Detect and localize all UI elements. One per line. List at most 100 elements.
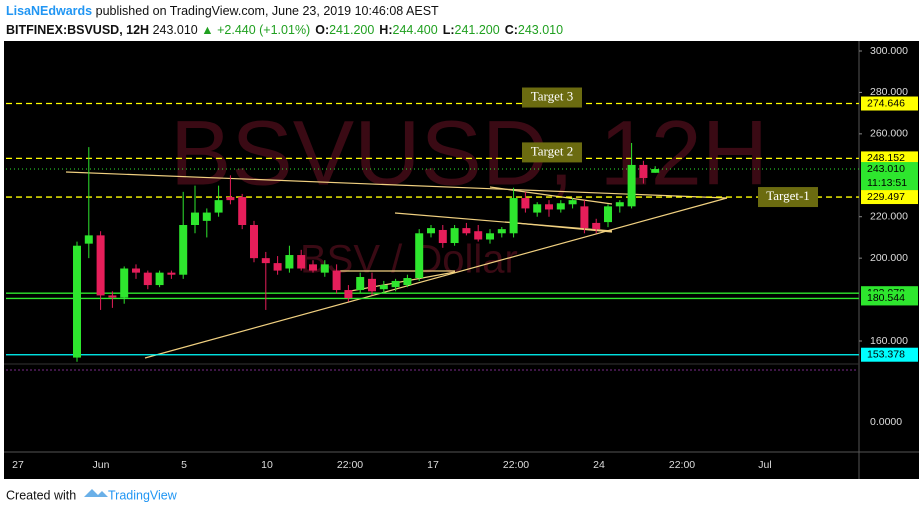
level-label-bg bbox=[861, 151, 918, 166]
level-label: 248.152 bbox=[867, 152, 905, 164]
time-label: Jul bbox=[758, 459, 771, 471]
candle-body bbox=[167, 272, 176, 275]
candle-body bbox=[474, 231, 483, 240]
candle-body bbox=[427, 228, 435, 234]
y-tick-label: 0.0000 bbox=[870, 416, 902, 428]
trend-lines bbox=[65, 171, 728, 359]
candle-body bbox=[132, 268, 140, 273]
candle-body bbox=[450, 228, 459, 244]
candle-body bbox=[108, 295, 117, 298]
trend-line bbox=[394, 212, 613, 232]
candle-body bbox=[509, 198, 518, 234]
change: ▲ +2.440 (+1.01%) bbox=[201, 23, 310, 37]
candle-body bbox=[309, 264, 317, 271]
candle-body bbox=[391, 280, 400, 288]
time-label: 22:00 bbox=[337, 459, 363, 471]
candle-body bbox=[238, 197, 247, 225]
candle-body bbox=[651, 169, 660, 173]
candle-body bbox=[403, 278, 412, 286]
time-label: Jun bbox=[93, 459, 110, 471]
last-price-bg bbox=[861, 162, 918, 191]
trend-line bbox=[489, 186, 613, 205]
time-label: 17 bbox=[427, 459, 439, 471]
candle-body bbox=[627, 164, 636, 207]
candle-body bbox=[580, 206, 589, 229]
last-price-label: 243.010 bbox=[867, 163, 905, 175]
chart-bg bbox=[4, 41, 919, 479]
level-label: 153.378 bbox=[867, 348, 905, 360]
candle-body bbox=[84, 235, 93, 244]
footer-created: Created with bbox=[6, 488, 76, 502]
candle-body bbox=[615, 202, 624, 207]
time-label: 5 bbox=[181, 459, 187, 471]
candle-body bbox=[155, 272, 164, 286]
candle-body bbox=[261, 258, 270, 264]
level-label: 229.497 bbox=[867, 191, 905, 203]
time-label: 22:00 bbox=[669, 459, 695, 471]
candle-body bbox=[568, 200, 577, 205]
y-tick-label: 260.000 bbox=[870, 128, 908, 140]
level-label: 274.646 bbox=[867, 97, 905, 109]
candle-body bbox=[120, 268, 129, 298]
candle-body bbox=[273, 263, 282, 271]
time-label: 22:00 bbox=[503, 459, 529, 471]
candle-body bbox=[73, 245, 81, 358]
candle-body bbox=[497, 229, 506, 234]
header-line-1: LisaNEdwards published on TradingView.co… bbox=[6, 4, 439, 18]
published: published on TradingView.com, June 23, 2… bbox=[96, 4, 439, 18]
target-label-bg bbox=[758, 187, 818, 208]
candle-body bbox=[297, 255, 306, 269]
level-label: 180.544 bbox=[867, 292, 905, 304]
y-tick-label: 200.000 bbox=[870, 252, 908, 264]
candle-body bbox=[533, 204, 542, 213]
ohlc-key: O: bbox=[315, 23, 329, 37]
trend-line bbox=[65, 171, 728, 199]
time-label: 24 bbox=[593, 459, 605, 471]
y-tick-label: 300.000 bbox=[870, 45, 908, 57]
candle-body bbox=[250, 225, 258, 259]
target-label: Target-1 bbox=[766, 188, 810, 203]
candle-body bbox=[604, 206, 612, 223]
level-label-bg bbox=[861, 291, 918, 306]
header-line-2: BITFINEX:BSVUSD, 12H 243.010 ▲ +2.440 (+… bbox=[6, 23, 563, 37]
candle-body bbox=[486, 233, 494, 240]
target-label-bg bbox=[522, 87, 582, 108]
level-label-bg bbox=[861, 96, 918, 111]
author[interactable]: LisaNEdwards bbox=[6, 4, 92, 18]
ohlc-value: 243.010 bbox=[518, 23, 563, 37]
trend-line bbox=[144, 197, 728, 359]
ohlc: O:241.200 H:244.400 L:241.200 C:243.010 bbox=[315, 23, 563, 37]
ohlc-key: H: bbox=[379, 23, 392, 37]
ohlc-value: 241.200 bbox=[329, 23, 374, 37]
candle-body bbox=[592, 222, 601, 230]
candle-body bbox=[415, 233, 424, 279]
time-label: 10 bbox=[261, 459, 273, 471]
candle-body bbox=[344, 290, 353, 299]
candle-body bbox=[143, 272, 152, 286]
candle-body bbox=[285, 255, 294, 269]
ohlc-key: L: bbox=[443, 23, 455, 37]
candle-body bbox=[179, 225, 188, 275]
candle-body bbox=[556, 203, 565, 210]
candle-body bbox=[368, 278, 376, 292]
target-label: Target 3 bbox=[531, 89, 574, 104]
target-label: Target 2 bbox=[531, 143, 574, 158]
candle-body bbox=[320, 264, 329, 273]
countdown: 11:13:51 bbox=[867, 177, 907, 189]
ohlc-key: C: bbox=[505, 23, 518, 37]
candle-body bbox=[639, 164, 648, 178]
candle-body bbox=[214, 200, 223, 213]
candle-body bbox=[462, 228, 471, 234]
candle-body bbox=[191, 212, 199, 225]
level-label-bg bbox=[861, 190, 918, 205]
candle-body bbox=[438, 229, 447, 244]
candle-body bbox=[356, 276, 365, 291]
candle-body bbox=[226, 197, 235, 201]
candle-body bbox=[379, 285, 388, 290]
footer-brand[interactable]: TradingView bbox=[108, 488, 178, 502]
candle-body bbox=[332, 270, 341, 291]
symbol: BITFINEX:BSVUSD, 12H bbox=[6, 23, 149, 37]
y-tick-label: 280.000 bbox=[870, 86, 908, 98]
candle-body bbox=[202, 212, 211, 221]
